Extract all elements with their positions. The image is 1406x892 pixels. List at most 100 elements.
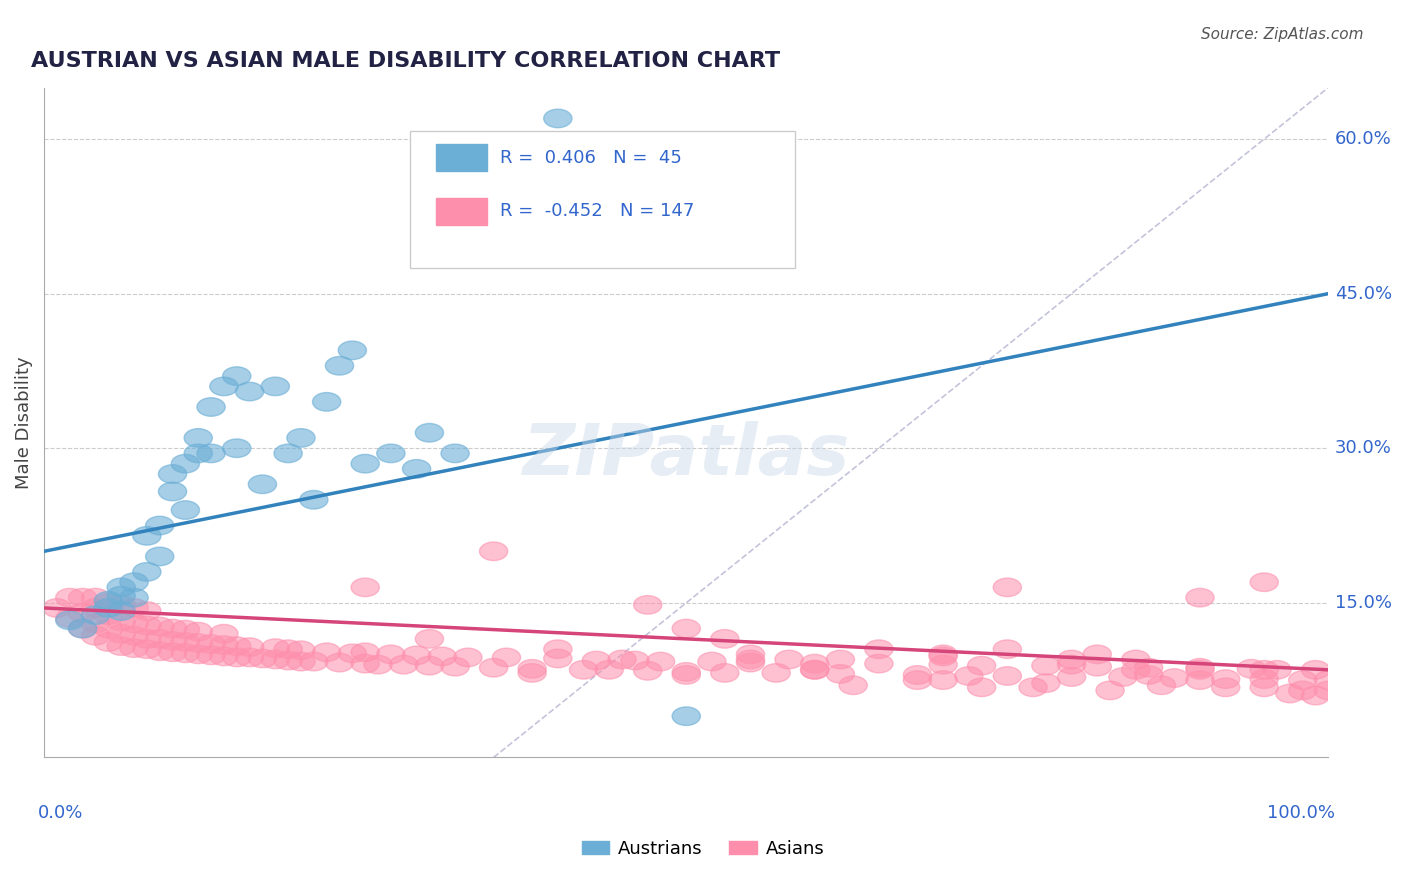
Ellipse shape <box>94 593 122 612</box>
Ellipse shape <box>479 658 508 677</box>
Ellipse shape <box>1185 589 1215 607</box>
Ellipse shape <box>42 599 72 617</box>
Ellipse shape <box>82 589 110 607</box>
Ellipse shape <box>132 640 160 658</box>
Legend: Austrians, Asians: Austrians, Asians <box>575 833 831 865</box>
Ellipse shape <box>222 367 250 385</box>
Ellipse shape <box>544 640 572 658</box>
Ellipse shape <box>56 611 84 630</box>
Ellipse shape <box>415 424 443 442</box>
Ellipse shape <box>415 630 443 648</box>
Ellipse shape <box>672 706 700 725</box>
Ellipse shape <box>82 599 110 617</box>
Ellipse shape <box>287 429 315 447</box>
Ellipse shape <box>339 341 367 359</box>
Ellipse shape <box>441 444 470 463</box>
Ellipse shape <box>325 653 354 672</box>
Ellipse shape <box>929 647 957 665</box>
Ellipse shape <box>339 644 367 663</box>
Ellipse shape <box>582 166 610 185</box>
Ellipse shape <box>1250 573 1278 591</box>
Ellipse shape <box>582 651 610 670</box>
Ellipse shape <box>1185 658 1215 677</box>
Ellipse shape <box>172 620 200 639</box>
Ellipse shape <box>993 640 1022 658</box>
Ellipse shape <box>69 604 97 623</box>
Ellipse shape <box>69 619 97 638</box>
Ellipse shape <box>993 666 1022 685</box>
Ellipse shape <box>1315 671 1343 690</box>
Ellipse shape <box>1083 657 1111 676</box>
Ellipse shape <box>479 542 508 560</box>
Ellipse shape <box>235 383 264 401</box>
Ellipse shape <box>364 656 392 674</box>
Ellipse shape <box>82 626 110 645</box>
Ellipse shape <box>505 161 533 179</box>
Ellipse shape <box>69 589 97 607</box>
Ellipse shape <box>197 646 225 665</box>
Text: AUSTRIAN VS ASIAN MALE DISABILITY CORRELATION CHART: AUSTRIAN VS ASIAN MALE DISABILITY CORREL… <box>31 51 780 70</box>
Ellipse shape <box>107 586 135 605</box>
Ellipse shape <box>762 664 790 682</box>
Ellipse shape <box>184 633 212 652</box>
Ellipse shape <box>1302 660 1330 679</box>
Ellipse shape <box>146 547 174 566</box>
Ellipse shape <box>209 624 238 643</box>
Ellipse shape <box>967 657 995 675</box>
Ellipse shape <box>517 664 547 682</box>
Ellipse shape <box>82 615 110 632</box>
Ellipse shape <box>107 624 135 643</box>
Ellipse shape <box>1135 658 1163 677</box>
Ellipse shape <box>172 500 200 519</box>
Ellipse shape <box>299 652 328 671</box>
Ellipse shape <box>800 660 828 679</box>
Ellipse shape <box>159 619 187 638</box>
Ellipse shape <box>607 650 636 669</box>
Ellipse shape <box>209 377 238 396</box>
Ellipse shape <box>209 636 238 655</box>
Ellipse shape <box>672 665 700 684</box>
Ellipse shape <box>249 649 277 668</box>
Ellipse shape <box>56 609 84 628</box>
Ellipse shape <box>1122 660 1150 679</box>
Ellipse shape <box>415 657 443 675</box>
Ellipse shape <box>1135 665 1163 684</box>
Ellipse shape <box>1032 674 1060 692</box>
Ellipse shape <box>209 647 238 665</box>
Ellipse shape <box>235 648 264 666</box>
Ellipse shape <box>159 643 187 662</box>
Ellipse shape <box>274 640 302 658</box>
Ellipse shape <box>672 663 700 681</box>
Ellipse shape <box>1109 668 1137 686</box>
Y-axis label: Male Disability: Male Disability <box>15 356 32 489</box>
Ellipse shape <box>146 516 174 535</box>
Ellipse shape <box>737 650 765 669</box>
Ellipse shape <box>146 617 174 636</box>
Ellipse shape <box>107 602 135 620</box>
Text: 30.0%: 30.0% <box>1334 439 1392 458</box>
Ellipse shape <box>1083 645 1111 664</box>
Ellipse shape <box>1147 676 1175 695</box>
Ellipse shape <box>120 573 148 591</box>
Ellipse shape <box>184 444 212 463</box>
Ellipse shape <box>1160 669 1188 688</box>
Ellipse shape <box>184 645 212 664</box>
Ellipse shape <box>107 578 135 597</box>
Ellipse shape <box>377 444 405 463</box>
Ellipse shape <box>827 650 855 669</box>
Ellipse shape <box>710 664 740 682</box>
Ellipse shape <box>287 652 315 671</box>
Ellipse shape <box>839 676 868 695</box>
Ellipse shape <box>903 665 932 684</box>
Ellipse shape <box>1057 656 1085 674</box>
Text: 15.0%: 15.0% <box>1334 594 1392 612</box>
Ellipse shape <box>775 650 803 669</box>
Ellipse shape <box>569 660 598 679</box>
Ellipse shape <box>377 645 405 664</box>
Ellipse shape <box>312 643 340 662</box>
Ellipse shape <box>197 398 225 417</box>
Ellipse shape <box>325 357 354 375</box>
Ellipse shape <box>647 652 675 671</box>
Ellipse shape <box>197 444 225 463</box>
Ellipse shape <box>544 109 572 128</box>
